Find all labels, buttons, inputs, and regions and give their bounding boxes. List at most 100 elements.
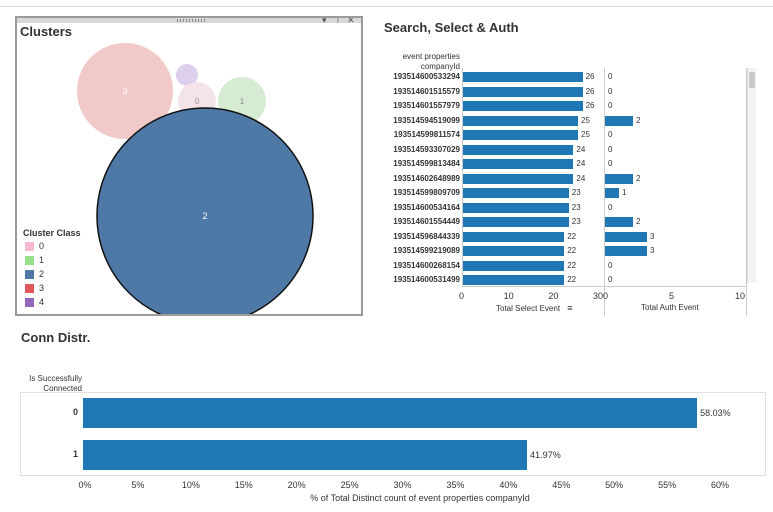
select-value: 26: [585, 72, 595, 81]
conn-bar[interactable]: [83, 440, 528, 470]
row-company-id: 193514601515579: [393, 86, 460, 96]
row-company-id: 193514594519099: [393, 115, 460, 125]
row-company-id: 193514600268154: [393, 260, 460, 270]
auth-value: 0: [608, 144, 613, 154]
select-bar[interactable]: [463, 86, 583, 97]
select-value: 23: [571, 202, 581, 212]
select-bar[interactable]: [463, 115, 578, 126]
auth-value: 0: [608, 159, 613, 168]
drag-grip-icon[interactable]: [177, 19, 207, 22]
select-value: 25: [581, 130, 590, 139]
clusters-bubble-chart: 3 0 1 2: [77, 43, 314, 314]
bubble-cluster-4[interactable]: [176, 64, 198, 86]
select-bar[interactable]: [463, 144, 574, 155]
auth-value: 0: [608, 130, 613, 139]
conn-bar-value: 58.03%: [700, 408, 731, 418]
close-icon[interactable]: ✕: [347, 16, 355, 25]
row-company-id: 193514599219089: [393, 246, 460, 255]
auth-bar[interactable]: [605, 217, 633, 227]
row-company-id: 193514602648989: [393, 173, 460, 183]
row-company-id: 193514599811574: [393, 130, 460, 139]
conn-tick-label: 15%: [234, 480, 253, 490]
select-value: 24: [576, 144, 586, 154]
clusters-panel[interactable]: ▾ ⊤ ✕ Clusters 3 0 1 2 Cluster Class 0 1…: [15, 16, 363, 316]
select-axis-baseline: [462, 68, 463, 286]
select-bar[interactable]: [463, 246, 565, 256]
auth-value: 2: [636, 173, 641, 183]
legend-swatch: [25, 269, 34, 279]
select-value: 26: [585, 86, 595, 96]
conn-tick-label: 10%: [181, 480, 200, 490]
legend-item-0[interactable]: 0: [25, 241, 44, 251]
dropdown-arrow-icon[interactable]: ▾: [322, 16, 327, 25]
bubble-label-0: 0: [195, 97, 200, 106]
bubble-cluster-2[interactable]: [96, 107, 314, 314]
select-bar[interactable]: [463, 72, 583, 82]
legend-item-3[interactable]: 3: [25, 283, 44, 293]
auth-bar[interactable]: [605, 231, 647, 242]
legend-item-1[interactable]: 1: [25, 255, 44, 265]
panel-toolbar[interactable]: ▾ ⊤ ✕: [17, 16, 361, 25]
select-bar[interactable]: [463, 101, 583, 111]
select-axis-title-text: Total Select Event: [496, 304, 561, 313]
filter-icon[interactable]: ⊤: [334, 16, 342, 25]
scroll-thumb[interactable]: [749, 72, 755, 88]
auth-value: 3: [650, 231, 655, 241]
vertical-scrollbar[interactable]: [747, 68, 756, 283]
select-bar[interactable]: [463, 130, 578, 140]
select-bar[interactable]: [463, 260, 565, 271]
auth-value: 1: [622, 188, 627, 197]
legend-swatch: [25, 241, 34, 251]
conn-tick-label: 5%: [131, 480, 145, 490]
sort-icon[interactable]: ≡: [567, 303, 573, 313]
conn-axis-title: % of Total Distinct count of event prope…: [310, 493, 530, 503]
auth-bar[interactable]: [605, 115, 633, 126]
conn-bar[interactable]: [83, 398, 698, 428]
select-tick-label: 20: [548, 291, 559, 301]
select-bar[interactable]: [463, 173, 574, 184]
select-bar[interactable]: [463, 275, 565, 285]
select-bar[interactable]: [463, 188, 569, 198]
auth-axis-title: Total Auth Event: [641, 303, 699, 312]
legend-item-2[interactable]: 2: [25, 269, 44, 279]
top-divider: [0, 0, 773, 7]
legend-swatch: [25, 283, 34, 293]
select-value: 22: [567, 260, 577, 270]
auth-bar[interactable]: [605, 246, 647, 256]
panel-right-border: [746, 68, 747, 316]
select-axis-title[interactable]: Total Select Event ≡: [496, 303, 573, 313]
row-company-id: 193514599809709: [393, 188, 460, 197]
select-value: 22: [567, 246, 577, 255]
conn-tick-label: 30%: [393, 480, 412, 490]
auth-bar[interactable]: [605, 188, 619, 198]
conn-distr-title: Conn Distr.: [21, 330, 91, 345]
conn-tick-label: 25%: [340, 480, 359, 490]
select-tick-label: 10: [503, 291, 514, 301]
row-company-id: 193514601554449: [393, 217, 460, 226]
select-value: 24: [576, 159, 586, 168]
auth-value: 0: [608, 275, 613, 284]
auth-value: 0: [608, 260, 613, 270]
legend-swatch: [25, 255, 34, 265]
conn-row-label: 0: [72, 407, 78, 417]
conn-chart-frame: [20, 392, 766, 476]
row-company-id: 193514596844339: [393, 231, 460, 241]
select-bar[interactable]: [463, 202, 569, 213]
select-tick-label: 0: [459, 291, 465, 301]
legend-label: 0: [39, 241, 45, 251]
select-value: 25: [581, 115, 590, 125]
bubble-label-3: 3: [122, 86, 127, 96]
select-value: 26: [585, 101, 595, 110]
row-header: event properties companyId: [402, 52, 460, 71]
legend-title: Cluster Class: [23, 228, 81, 238]
legend-label: 3: [39, 283, 45, 293]
legend-label: 4: [39, 297, 45, 307]
select-value: 23: [571, 217, 581, 226]
auth-bar[interactable]: [605, 173, 633, 184]
legend-item-4[interactable]: 4: [25, 297, 44, 307]
bubble-cluster-3[interactable]: [77, 43, 173, 139]
select-bar[interactable]: [463, 217, 569, 227]
select-bar[interactable]: [463, 231, 565, 242]
conn-bar-value: 41.97%: [530, 450, 561, 460]
select-bar[interactable]: [463, 159, 574, 169]
